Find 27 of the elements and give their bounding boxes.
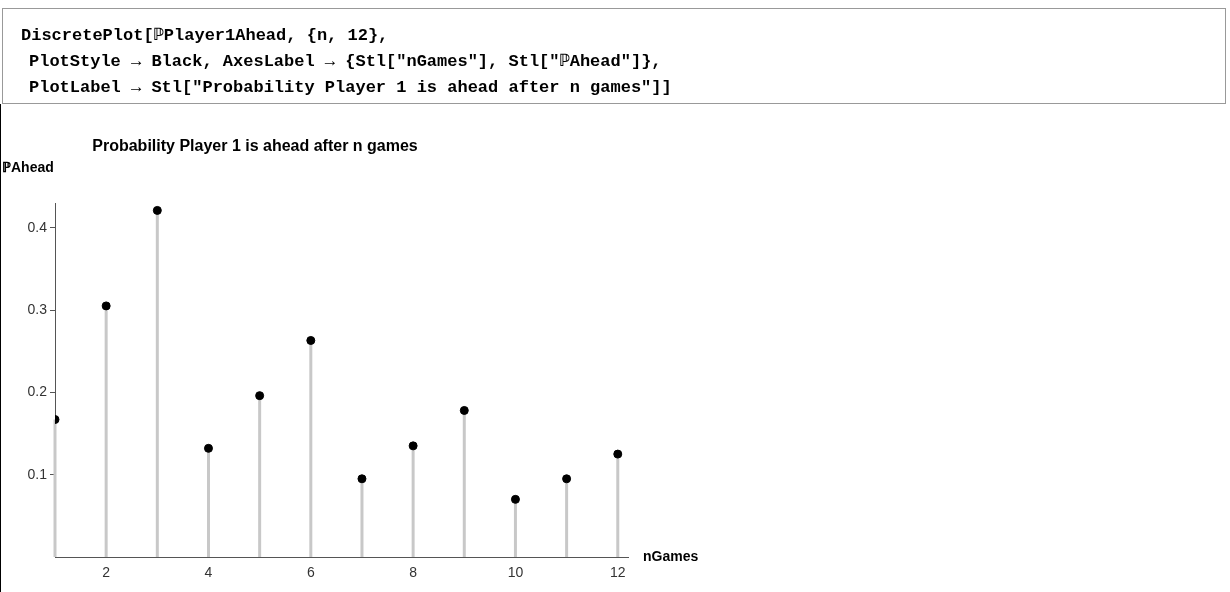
y-tick-label: 0.4 (27, 218, 48, 235)
point (306, 335, 316, 345)
x-tick-label: 12 (609, 564, 626, 581)
point (101, 301, 111, 311)
x-tick-label: 2 (102, 564, 111, 581)
point (510, 494, 520, 504)
x-tick-label: 4 (204, 564, 213, 581)
point (152, 205, 162, 215)
point (408, 441, 418, 451)
x-axis-title: nGames (643, 547, 699, 564)
point (357, 474, 367, 484)
point (613, 449, 623, 459)
x-tick-label: 10 (507, 564, 524, 581)
x-tick-label: 8 (409, 564, 418, 581)
chart-title: Probability Player 1 is ahead after n games (92, 137, 418, 154)
text: PlotLabel → Stl["Probability Player 1 is ahead after n games"]] (28, 77, 673, 99)
y-tick-label: 0.3 (27, 300, 48, 317)
text: PlotStyle → Black, AxesLabel → {Stl["nGames"], Stl["ℙAhead"]}, (28, 51, 663, 73)
y-axis-title: ℙAhead (2, 159, 54, 175)
x-tick-label: 6 (306, 564, 315, 581)
point (562, 474, 572, 484)
point (459, 405, 469, 415)
y-tick-label: 0.2 (27, 383, 48, 400)
text: DiscretePlot[ℙPlayer1Ahead, {n, 12}, (21, 25, 390, 47)
y-tick-label: 0.1 (27, 465, 48, 482)
point (203, 443, 213, 453)
point (255, 391, 265, 401)
